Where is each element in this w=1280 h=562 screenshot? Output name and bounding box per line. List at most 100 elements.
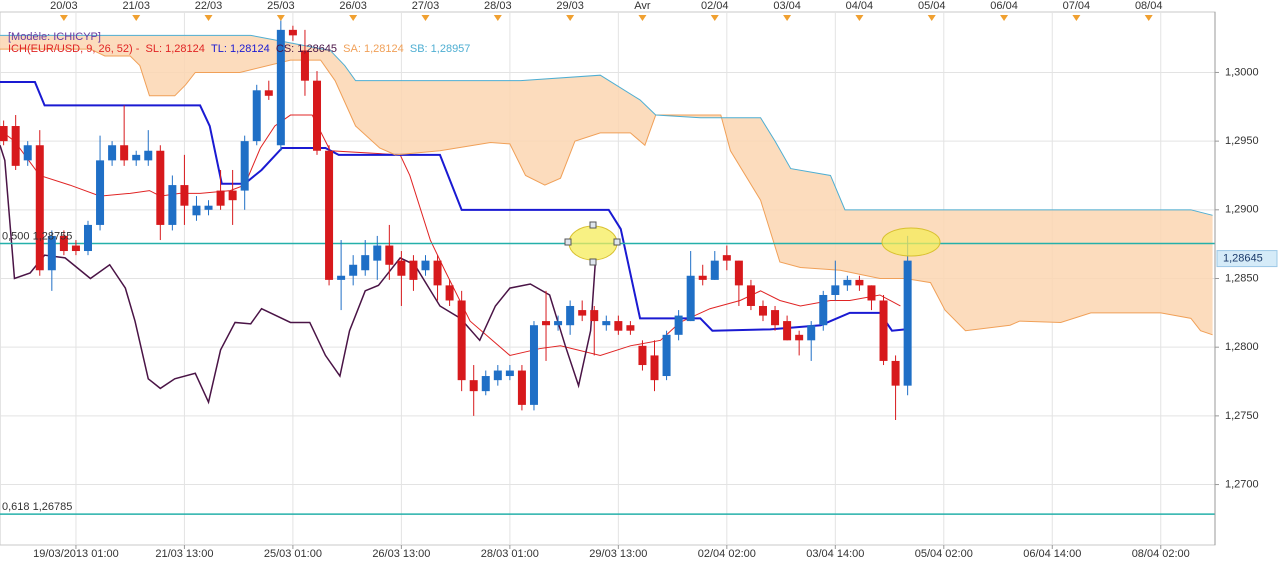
candle-body: [349, 264, 358, 276]
top-date-marker: [927, 15, 936, 21]
tool-handle[interactable]: [589, 258, 597, 266]
candle-body: [698, 275, 707, 280]
level-price: 1,28755: [33, 230, 73, 242]
y-tick-label: 1,2900: [1225, 204, 1259, 216]
x-tick-label: 28/03 01:00: [481, 548, 539, 560]
tool-handle[interactable]: [564, 238, 572, 246]
top-date-label: 08/04: [1135, 0, 1163, 12]
level-ratio: 0,618: [2, 501, 30, 513]
candle-body: [325, 150, 334, 280]
top-date-marker: [1072, 15, 1081, 21]
level-ratio: 0,500: [2, 230, 30, 242]
ichimoku-cloud: [0, 35, 1213, 335]
x-tick-label: 21/03 13:00: [155, 548, 213, 560]
top-date-marker: [566, 15, 575, 21]
legend-value: 1,28645: [297, 43, 337, 55]
annotation-layer: [564, 221, 941, 266]
top-date-marker: [783, 15, 792, 21]
candle-body: [879, 300, 888, 361]
y-tick-label: 1,2850: [1225, 272, 1259, 284]
legend-value: 1,28957: [431, 43, 471, 55]
candle-body: [590, 310, 599, 322]
candle-body: [433, 260, 442, 286]
tool-handle[interactable]: [589, 221, 597, 229]
candle-body: [35, 145, 44, 271]
indicator-line: [0, 114, 901, 356]
top-date-marker: [204, 15, 213, 21]
legend-value: 1,28124: [230, 43, 270, 55]
candles-layer: [0, 20, 912, 420]
candle-body: [59, 235, 68, 252]
legend-value: 1,28124: [165, 43, 205, 55]
top-date-label: 22/03: [195, 0, 223, 12]
candle-body: [47, 235, 56, 271]
cloud-layer: [0, 35, 1213, 335]
candle-body: [493, 370, 502, 381]
candle-body: [734, 260, 743, 286]
top-date-label: 03/04: [773, 0, 801, 12]
candle-body: [771, 310, 780, 326]
top-date-label: 25/03: [267, 0, 295, 12]
candle-body: [758, 305, 767, 316]
candle-body: [373, 245, 382, 261]
candle-body: [481, 376, 490, 392]
candle-body: [0, 126, 8, 142]
x-tick-label: 29/03 13:00: [589, 548, 647, 560]
top-date-marker: [1000, 15, 1009, 21]
legend-name: TL:: [211, 43, 227, 55]
top-date-marker: [710, 15, 719, 21]
top-date-marker: [132, 15, 141, 21]
x-tick-label: 19/03/2013 01:00: [33, 548, 119, 560]
candle-body: [855, 279, 864, 286]
candle-body: [469, 380, 478, 392]
candle-body: [264, 90, 273, 96]
level-price: 1,26785: [33, 501, 73, 513]
indicator-line: [0, 145, 597, 405]
candle-body: [529, 325, 538, 405]
y-tick-label: 1,2750: [1225, 410, 1259, 422]
x-tick-label: 08/04 02:00: [1132, 548, 1190, 560]
candle-body: [313, 80, 322, 151]
level-label: 0,618 1,26785: [2, 501, 72, 513]
y-tick-label: 1,3000: [1225, 66, 1259, 78]
candle-body: [216, 190, 225, 206]
candle-body: [614, 321, 623, 331]
candle-body: [228, 190, 237, 201]
candle-body: [783, 321, 792, 341]
template-label: [Modèle: ICHICYP]: [8, 31, 101, 43]
indicator-line: [0, 48, 1213, 336]
top-date-marker: [493, 15, 502, 21]
candle-body: [566, 305, 575, 326]
legend: ICH(EUR/USD, 9, 26, 52) - SL: 1,28124 TL…: [8, 43, 470, 55]
legend-value: 1,28124: [364, 43, 404, 55]
top-date-marker: [349, 15, 358, 21]
top-date-label: 02/04: [701, 0, 729, 12]
candle-body: [288, 29, 297, 36]
candle-body: [554, 321, 563, 326]
x-tick-label: 03/04 14:00: [806, 548, 864, 560]
candle-body: [300, 50, 309, 81]
top-date-marker: [638, 15, 647, 21]
y-tick-label: 1,2800: [1225, 341, 1259, 353]
candle-body: [120, 145, 129, 161]
indicator-line: [0, 34, 1213, 216]
candle-body: [144, 150, 153, 161]
highlight-ellipse: [568, 225, 618, 261]
tool-handle[interactable]: [613, 238, 621, 246]
x-tick-label: 05/04 02:00: [915, 548, 973, 560]
last-price-label: 1,28645: [1223, 252, 1263, 264]
candle-body: [602, 321, 611, 326]
candle-body: [831, 285, 840, 295]
candle-body: [409, 260, 418, 280]
candle-body: [240, 141, 249, 191]
candle-body: [252, 90, 261, 142]
candle-body: [23, 145, 32, 161]
candle-body: [421, 260, 430, 271]
top-date-label: 28/03: [484, 0, 512, 12]
top-date-marker: [421, 15, 430, 21]
candle-body: [674, 315, 683, 335]
candle-body: [457, 300, 466, 381]
candle-body: [445, 285, 454, 301]
